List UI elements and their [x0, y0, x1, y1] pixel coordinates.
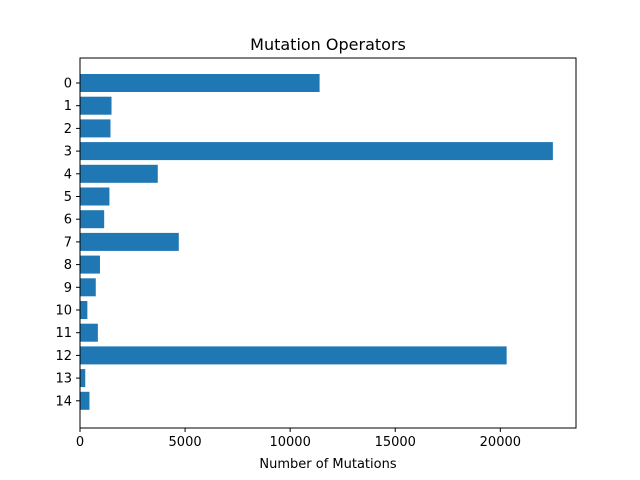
y-tick-label: 11 — [55, 326, 72, 341]
x-tick-label: 5000 — [169, 435, 202, 450]
bar-8 — [80, 255, 100, 274]
bar-14 — [80, 391, 90, 410]
bar-11 — [80, 323, 98, 342]
y-tick-label: 0 — [64, 77, 72, 92]
chart-title: Mutation Operators — [250, 35, 406, 54]
y-tick-label: 13 — [55, 372, 72, 387]
bar-5 — [80, 187, 110, 206]
x-axis-ticks: 0 5000 10000 15000 20000 — [76, 428, 521, 450]
bar-6 — [80, 210, 105, 229]
y-tick-label: 7 — [64, 235, 72, 250]
y-tick-label: 1 — [64, 99, 72, 114]
bar-13 — [80, 369, 86, 388]
bar-12 — [80, 346, 507, 365]
x-tick-label: 20000 — [480, 435, 521, 450]
y-tick-label: 8 — [64, 258, 72, 273]
bar-9 — [80, 278, 96, 297]
bar-7 — [80, 232, 179, 251]
y-tick-label: 5 — [64, 190, 72, 205]
bars-group — [80, 74, 553, 410]
x-tick-label: 15000 — [375, 435, 416, 450]
bar-4 — [80, 164, 158, 183]
x-axis-label: Number of Mutations — [259, 457, 396, 472]
bar-2 — [80, 119, 111, 138]
y-tick-label: 4 — [64, 167, 72, 182]
bar-1 — [80, 96, 112, 115]
x-tick-label: 10000 — [269, 435, 310, 450]
bar-10 — [80, 301, 88, 319]
y-tick-label: 6 — [64, 213, 72, 228]
bar-0 — [80, 74, 320, 92]
y-tick-label: 2 — [64, 122, 72, 137]
y-tick-label: 10 — [55, 304, 72, 319]
y-tick-label: 12 — [55, 349, 72, 364]
y-tick-label: 14 — [55, 394, 72, 409]
y-tick-label: 3 — [64, 145, 72, 160]
plot-frame — [79, 57, 577, 429]
x-tick-label: 0 — [76, 435, 84, 450]
y-tick-label: 9 — [64, 281, 72, 296]
bar-3 — [80, 142, 553, 161]
